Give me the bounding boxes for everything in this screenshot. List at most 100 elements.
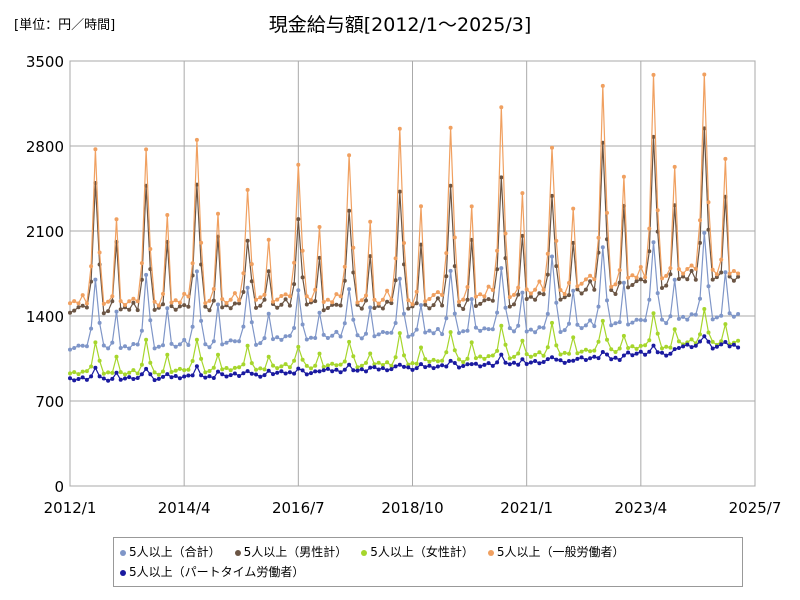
data-point xyxy=(317,255,322,260)
data-point xyxy=(287,370,292,375)
data-point xyxy=(380,297,385,302)
data-point xyxy=(359,367,364,372)
data-point xyxy=(736,271,741,276)
data-point xyxy=(397,189,402,194)
data-point xyxy=(199,356,204,361)
x-tick-label: 2025/7 xyxy=(729,499,782,517)
data-point xyxy=(410,332,415,337)
data-point xyxy=(592,348,597,353)
data-point xyxy=(232,365,237,370)
data-point xyxy=(93,147,98,152)
data-point xyxy=(621,353,626,358)
data-point xyxy=(156,303,161,308)
data-point xyxy=(338,294,343,299)
data-point xyxy=(668,272,673,277)
data-point xyxy=(660,350,664,355)
data-point xyxy=(647,349,652,354)
data-point xyxy=(101,301,106,306)
data-point xyxy=(296,217,301,222)
data-point xyxy=(520,233,525,238)
data-point xyxy=(68,310,72,315)
data-point xyxy=(139,261,144,266)
data-point xyxy=(435,327,440,331)
data-point xyxy=(76,301,81,306)
data-point xyxy=(380,330,385,334)
data-point xyxy=(275,297,280,302)
data-point xyxy=(148,318,153,323)
data-point xyxy=(621,280,626,285)
data-point xyxy=(600,318,605,323)
data-point xyxy=(685,342,690,347)
data-point xyxy=(342,278,347,283)
data-point xyxy=(152,370,157,375)
data-point xyxy=(681,344,686,349)
legend-item: 5人以上（合計） xyxy=(120,542,221,562)
data-point xyxy=(313,363,318,368)
data-point xyxy=(80,375,85,380)
data-point xyxy=(414,327,419,332)
data-point xyxy=(702,334,707,339)
data-point xyxy=(351,270,356,275)
data-point xyxy=(651,134,656,139)
data-point xyxy=(364,331,368,336)
data-point xyxy=(262,367,267,372)
data-point xyxy=(583,287,588,292)
data-point xyxy=(478,354,483,359)
data-point xyxy=(139,277,144,282)
data-point xyxy=(575,287,580,292)
data-point xyxy=(106,346,111,351)
data-point xyxy=(495,248,500,253)
data-point xyxy=(101,371,106,376)
data-point xyxy=(414,366,419,371)
data-point xyxy=(592,354,597,359)
data-point xyxy=(575,356,580,361)
data-point xyxy=(567,293,571,298)
data-point xyxy=(440,293,445,297)
data-point xyxy=(275,366,280,371)
data-point xyxy=(664,353,669,358)
data-point xyxy=(76,305,81,310)
data-point xyxy=(723,340,728,344)
data-point xyxy=(135,308,140,313)
data-point xyxy=(613,282,618,287)
data-point xyxy=(583,323,588,328)
data-point xyxy=(228,338,233,343)
data-point xyxy=(241,290,246,294)
data-point xyxy=(575,284,580,289)
data-point xyxy=(533,287,538,292)
data-point xyxy=(68,347,72,352)
data-point xyxy=(419,303,423,308)
data-point xyxy=(588,318,593,323)
data-point xyxy=(545,272,550,277)
data-point xyxy=(676,316,681,321)
data-point xyxy=(106,378,111,383)
data-point xyxy=(537,325,542,330)
data-point xyxy=(271,337,275,342)
data-point xyxy=(592,287,597,292)
data-point xyxy=(169,375,174,380)
data-point xyxy=(389,330,394,335)
data-point xyxy=(469,297,474,302)
data-point xyxy=(651,72,656,77)
data-point xyxy=(266,237,271,242)
data-point xyxy=(216,352,220,357)
data-point xyxy=(169,370,174,374)
data-point xyxy=(634,346,639,351)
data-point xyxy=(207,308,212,313)
data-point xyxy=(182,374,187,379)
data-point xyxy=(127,299,132,304)
data-point xyxy=(364,293,368,298)
data-point xyxy=(596,356,601,361)
data-point xyxy=(550,193,554,198)
data-point xyxy=(533,359,538,363)
data-point xyxy=(393,364,398,369)
legend-label: 5人以上（女性計） xyxy=(370,545,474,559)
data-point xyxy=(68,376,72,381)
data-point xyxy=(300,368,305,373)
data-point xyxy=(397,276,402,281)
data-point xyxy=(114,217,119,222)
data-point xyxy=(114,354,119,359)
data-point xyxy=(435,290,440,295)
data-point xyxy=(177,366,182,371)
data-point xyxy=(630,283,635,287)
